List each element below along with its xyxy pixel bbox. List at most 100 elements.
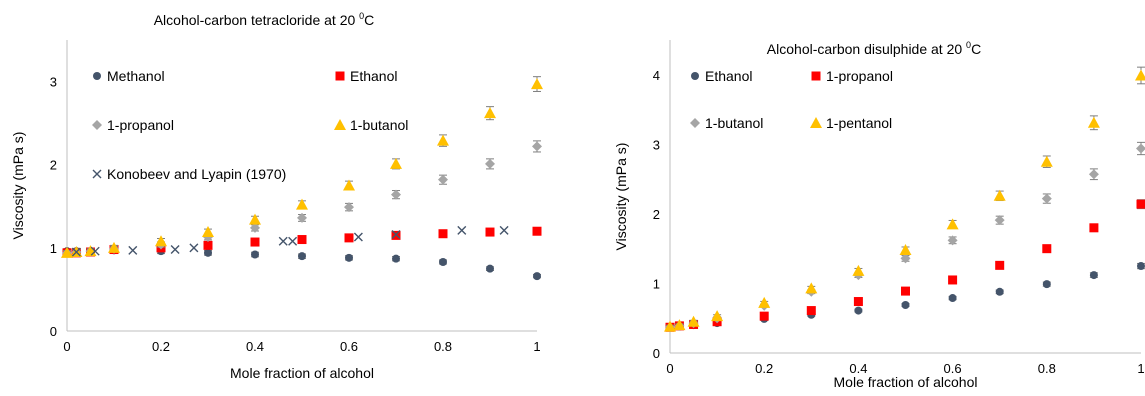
- data-point: [204, 248, 212, 257]
- legend-marker: [691, 72, 699, 80]
- data-point: [995, 287, 1004, 296]
- data-point: [687, 315, 700, 327]
- data-point: [1042, 280, 1051, 289]
- data-point: [249, 213, 261, 225]
- data-point: [438, 174, 448, 185]
- data-point: [499, 225, 509, 235]
- x-tick-label: 0.6: [944, 361, 962, 376]
- x-tick-label: 0.8: [1038, 361, 1056, 376]
- data-point: [854, 306, 863, 315]
- legend-marker: [92, 169, 102, 179]
- legend-entry: Ethanol: [691, 68, 752, 84]
- data-point: [948, 275, 958, 285]
- legend-marker: [335, 71, 345, 81]
- series-1-propanol: [665, 199, 1145, 332]
- legend-label: 1-butanol: [350, 117, 408, 133]
- data-point: [203, 240, 213, 250]
- legend-entry: Ethanol: [335, 68, 397, 84]
- data-point: [758, 296, 771, 308]
- x-tick-label: 0: [666, 361, 673, 376]
- chart-title: Alcohol-carbon disulphide at 20 0C: [767, 40, 981, 57]
- data-point: [250, 222, 260, 233]
- data-point: [439, 257, 447, 266]
- data-point: [1042, 244, 1052, 254]
- y-tick-label: 4: [653, 68, 660, 83]
- data-point: [1089, 223, 1099, 233]
- data-point: [288, 236, 298, 246]
- data-point: [189, 243, 199, 253]
- data-point: [759, 311, 769, 321]
- data-point: [344, 202, 354, 213]
- data-point: [853, 297, 863, 307]
- legend-label: 1-butanol: [705, 115, 763, 131]
- y-axis-label: Viscosity (mPa s): [10, 132, 26, 240]
- x-tick-label: 0.4: [849, 361, 867, 376]
- legend-marker: [690, 118, 700, 128]
- data-point: [298, 252, 306, 261]
- data-point: [391, 189, 401, 200]
- data-point: [170, 245, 180, 255]
- y-tick-label: 0: [653, 346, 660, 361]
- data-point: [994, 215, 1005, 226]
- data-point: [392, 254, 400, 263]
- data-point: [995, 260, 1005, 270]
- data-point: [531, 78, 543, 90]
- data-point: [805, 282, 818, 294]
- y-tick-label: 1: [653, 276, 660, 291]
- y-tick-label: 3: [50, 75, 57, 90]
- legend-label: Methanol: [107, 68, 165, 84]
- data-point: [155, 235, 167, 247]
- legend-entry: Konobeev and Lyapin (1970): [92, 166, 286, 182]
- x-tick-label: 0.8: [434, 339, 452, 354]
- data-point: [1087, 116, 1100, 128]
- data-point: [438, 229, 448, 239]
- chart-title: Alcohol-carbon tetracloride at 20 0C: [154, 11, 375, 28]
- legend-marker: [92, 120, 102, 130]
- chart-1: Alcohol-carbon tetracloride at 20 0C 0 0.2…: [10, 11, 543, 381]
- series-konobeev-and-lyapin-1970-: [71, 225, 509, 257]
- data-point: [278, 236, 288, 246]
- data-point: [296, 198, 308, 210]
- data-point: [852, 264, 865, 276]
- data-point: [202, 226, 214, 238]
- legend-label: 1-pentanol: [826, 115, 892, 131]
- data-point: [532, 141, 542, 152]
- data-point: [71, 247, 81, 257]
- legend-label: Konobeev and Lyapin (1970): [107, 166, 286, 182]
- legend-entry: 1-pentanol: [810, 115, 892, 131]
- data-point: [353, 232, 363, 242]
- legend-label: 1-propanol: [107, 117, 174, 133]
- data-point: [947, 235, 958, 246]
- data-point: [485, 158, 495, 169]
- legend-entry: Methanol: [93, 68, 165, 84]
- legend-marker: [334, 119, 346, 130]
- legend-label: Ethanol: [705, 68, 752, 84]
- legend-entry: 1-butanol: [690, 115, 763, 131]
- data-point: [948, 294, 957, 303]
- series-1-pentanol: [664, 66, 1145, 332]
- series-ethanol: [666, 262, 1145, 332]
- legend-entry: 1-butanol: [334, 117, 408, 133]
- data-point: [457, 225, 467, 235]
- x-tick-label: 0.6: [340, 339, 358, 354]
- data-point: [90, 246, 100, 256]
- data-point: [251, 250, 259, 259]
- data-point: [901, 286, 910, 296]
- data-point: [946, 218, 959, 230]
- data-point: [250, 237, 260, 247]
- data-point: [485, 227, 495, 237]
- data-point: [900, 253, 911, 264]
- data-point: [1041, 193, 1052, 204]
- data-point: [297, 235, 307, 245]
- x-tick-label: 0: [63, 339, 70, 354]
- data-point: [806, 306, 816, 316]
- legend-label: Ethanol: [350, 68, 397, 84]
- x-axis-label: Mole fraction of alcohol: [230, 365, 374, 381]
- data-point: [1136, 143, 1145, 154]
- data-point: [664, 320, 676, 332]
- data-point: [390, 157, 402, 169]
- data-point: [108, 241, 120, 253]
- legend-label: 1-propanol: [826, 68, 893, 84]
- data-point: [484, 107, 496, 119]
